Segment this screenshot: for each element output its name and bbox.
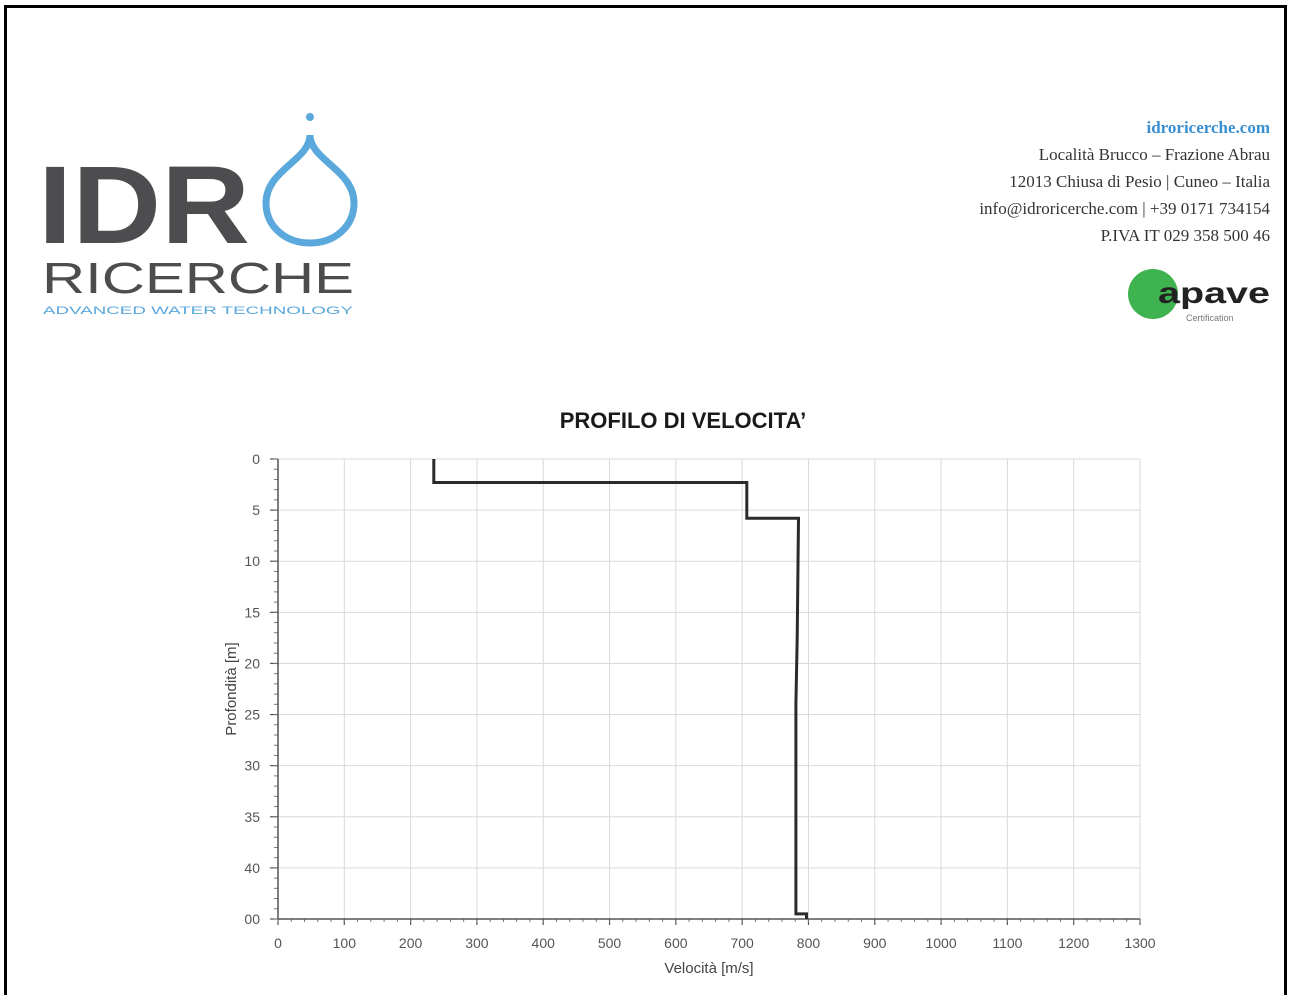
idroricerche-logo: IDR RICERCHE ADVANCED WATER TECHNOLOGY	[38, 105, 368, 325]
email-phone-line: info@idroricerche.com | +39 0171 734154	[979, 199, 1270, 218]
y-tick-label: 30	[244, 758, 260, 774]
page-frame	[4, 5, 1287, 995]
y-tick-label: 25	[244, 707, 260, 723]
logo-word-bottom: RICERCHE	[42, 254, 354, 303]
velocity-profile-chart: PROFILO DI VELOCITA’ 0 100 200 300 400 500 600…	[210, 395, 1180, 987]
x-tick-label: 600	[664, 935, 688, 951]
y-tick-label: 40	[244, 860, 260, 876]
y-tick-label: 20	[244, 655, 260, 671]
chart-grid	[277, 458, 1141, 920]
y-axis-label: Profondità [m]	[223, 642, 240, 735]
apave-subtitle: Certification	[1186, 313, 1234, 323]
x-tick-label: 700	[730, 935, 754, 951]
x-tick-label: 800	[797, 935, 821, 951]
apave-certification-logo: apave Certification	[1126, 267, 1274, 325]
logo-word-top: IDR	[38, 144, 250, 267]
x-tick-label: 300	[465, 935, 489, 951]
x-tick-label: 1200	[1058, 935, 1089, 951]
y-tick-label: 35	[244, 809, 260, 825]
x-tick-label: 400	[532, 935, 556, 951]
y-tick-label: 0	[252, 451, 260, 467]
chart-title: PROFILO DI VELOCITA’	[560, 408, 807, 433]
idroricerche-logo-graphic: IDR RICERCHE ADVANCED WATER TECHNOLOGY	[38, 113, 358, 317]
x-tick-label: 1300	[1124, 935, 1155, 951]
x-tick-label: 1000	[925, 935, 956, 951]
apave-name: apave	[1158, 277, 1270, 310]
vat-line: P.IVA IT 029 358 500 46	[1100, 226, 1270, 245]
water-drop-icon	[262, 134, 358, 247]
x-tick-label: 1100	[992, 935, 1022, 951]
chart-svg: PROFILO DI VELOCITA’ 0 100 200 300 400 500 600…	[223, 408, 1156, 977]
x-tick-label: 0	[274, 935, 282, 951]
y-tick-label: 00	[244, 911, 260, 927]
logo-tagline: ADVANCED WATER TECHNOLOGY	[43, 305, 354, 317]
y-tick-label: 15	[244, 604, 260, 620]
y-tick-label: 5	[252, 502, 260, 518]
website-link[interactable]: idroricerche.com	[1146, 118, 1270, 137]
apave-green-circle-icon	[1128, 269, 1178, 319]
x-tick-label: 100	[333, 935, 357, 951]
address-line-1: Località Brucco – Frazione Abrau	[1038, 145, 1270, 164]
velocity-profile-line	[432, 459, 808, 919]
x-tick-label: 900	[863, 935, 887, 951]
chart-series	[432, 459, 808, 919]
chart-axes: 0 100 200 300 400 500 600 700 800 900 1000 1100 1200…	[244, 451, 1155, 951]
x-tick-label: 500	[598, 935, 622, 951]
x-tick-label: 200	[399, 935, 423, 951]
y-tick-label: 10	[244, 553, 260, 569]
x-axis-label: Velocità [m/s]	[664, 960, 753, 977]
company-contact-block: idroricerche.com Località Brucco – Frazi…	[979, 114, 1270, 249]
drop-dot-icon	[306, 113, 314, 121]
address-line-2: 12013 Chiusa di Pesio | Cuneo – Italia	[1009, 172, 1270, 191]
